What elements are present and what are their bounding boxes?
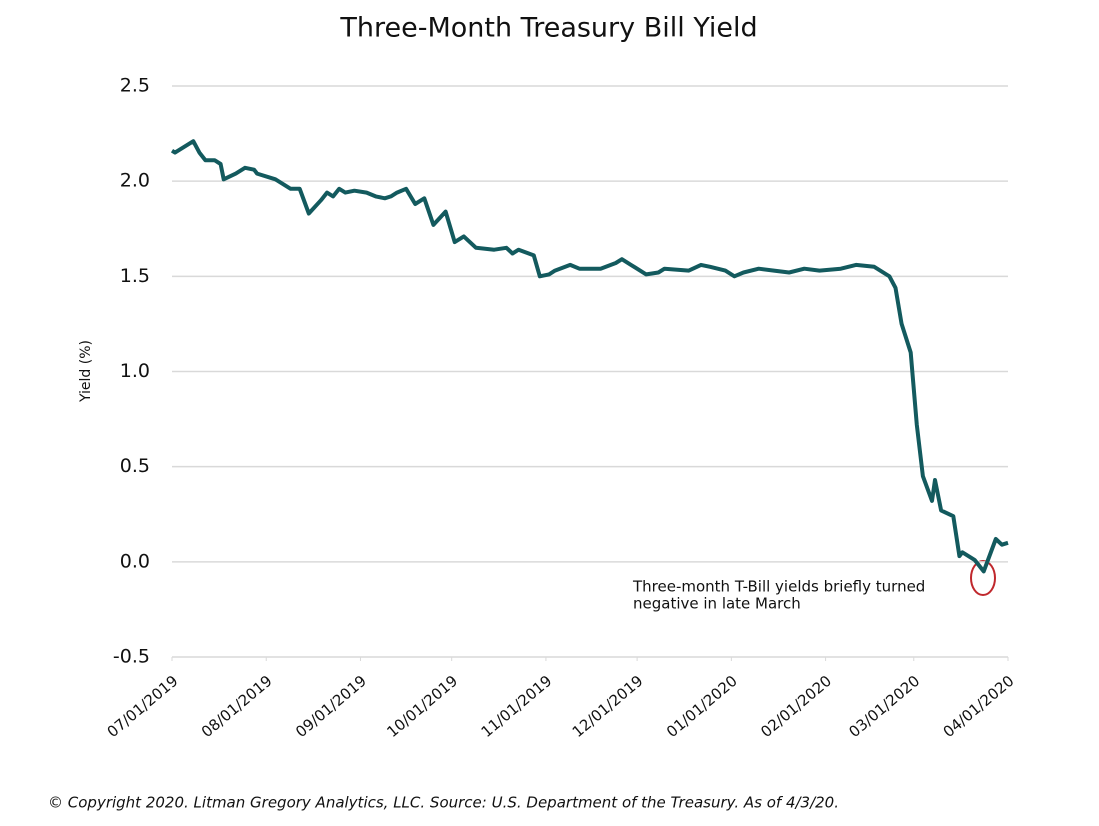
x-tick-label: 10/01/2019 xyxy=(383,672,461,741)
y-tick-label: 0.0 xyxy=(120,550,150,572)
x-tick-label: 04/01/2020 xyxy=(940,672,1018,741)
annotation: Three-month T-Bill yields briefly turned xyxy=(632,578,925,596)
x-tick-label: 03/01/2020 xyxy=(845,672,923,741)
x-tick-label: 07/01/2019 xyxy=(104,672,182,741)
y-tick-label: 2.0 xyxy=(120,170,150,192)
source-note: © Copyright 2020. Litman Gregory Analyti… xyxy=(48,794,839,812)
y-tick-label: -0.5 xyxy=(113,646,150,668)
x-tick-label: 12/01/2019 xyxy=(569,672,647,741)
annotation: negative in late March xyxy=(633,595,801,613)
x-tick-label: 11/01/2019 xyxy=(478,672,556,741)
y-tick-label: 2.5 xyxy=(120,75,150,97)
y-axis-label: Yield (%) xyxy=(78,340,94,403)
x-tick-label: 02/01/2020 xyxy=(757,672,835,741)
x-tick-label: 09/01/2019 xyxy=(292,672,370,741)
y-tick-label: 0.5 xyxy=(120,455,150,477)
annotation-circle xyxy=(970,560,996,596)
chart-title: Three-Month Treasury Bill Yield xyxy=(339,13,757,44)
line-series xyxy=(170,139,1009,574)
x-tick-label: 08/01/2019 xyxy=(198,672,276,741)
y-tick-label: 1.5 xyxy=(120,265,150,287)
y-tick-label: 1.0 xyxy=(120,360,150,382)
x-tick-label: 01/01/2020 xyxy=(663,672,741,741)
